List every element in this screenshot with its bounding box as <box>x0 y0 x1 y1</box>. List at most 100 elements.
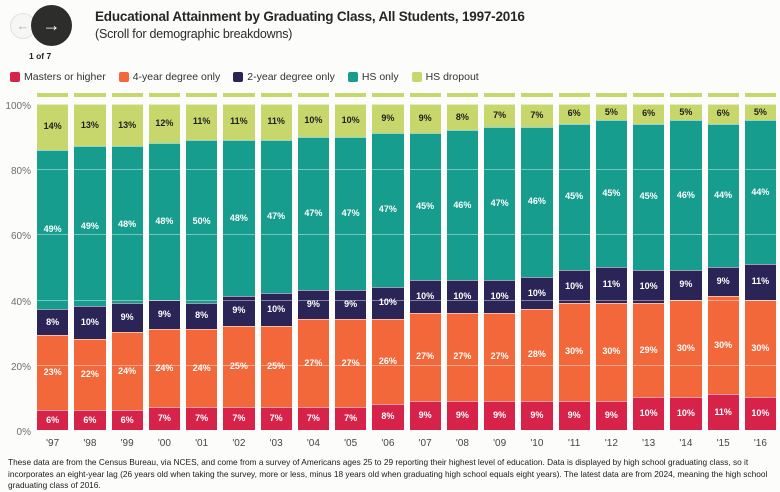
bar-segment[interactable]: 7% <box>297 407 329 430</box>
bar-segment[interactable]: 6% <box>558 104 590 124</box>
legend-item[interactable]: HS dropout <box>411 71 479 83</box>
bar-segment[interactable]: 9% <box>335 289 367 320</box>
bar-segment[interactable]: 10% <box>446 280 478 313</box>
bar-segment[interactable]: 10% <box>297 104 329 137</box>
bar-segment[interactable]: 24% <box>111 332 143 411</box>
bar-segment[interactable]: 10% <box>558 270 590 303</box>
bar-segment[interactable]: 30% <box>595 302 627 401</box>
bar-segment[interactable]: 6% <box>633 104 665 124</box>
bar-segment[interactable]: 5% <box>670 104 702 121</box>
bar-segment[interactable]: 8% <box>186 302 218 329</box>
bar-segment[interactable]: 10% <box>670 397 702 430</box>
bar-segment[interactable]: 44% <box>744 120 776 264</box>
bar-segment[interactable]: 48% <box>148 143 180 300</box>
bar-segment[interactable]: 10% <box>260 293 292 326</box>
bar-segment[interactable]: 10% <box>744 397 776 430</box>
bar-segment[interactable]: 9% <box>297 289 329 320</box>
bar-segment[interactable]: 6% <box>707 104 739 124</box>
bar-segment[interactable]: 50% <box>186 139 218 303</box>
bar-segment[interactable]: 10% <box>521 276 553 310</box>
bar-segment[interactable]: 47% <box>372 133 404 287</box>
bar-segment[interactable]: 49% <box>37 149 69 310</box>
bar-segment[interactable]: 9% <box>409 104 441 134</box>
bar-segment[interactable]: 29% <box>633 302 665 398</box>
bar-segment[interactable]: 11% <box>595 266 627 303</box>
bar-segment[interactable]: 10% <box>372 286 404 320</box>
bar-segment[interactable]: 25% <box>260 325 292 408</box>
bar-segment[interactable]: 11% <box>744 263 776 300</box>
bar-segment[interactable]: 9% <box>223 296 255 326</box>
bar-segment[interactable]: 45% <box>633 123 665 271</box>
bar-segment[interactable]: 5% <box>744 104 776 121</box>
bar-segment[interactable]: 6% <box>37 410 69 430</box>
bar-segment[interactable]: 47% <box>297 136 329 290</box>
bar-segment[interactable]: 12% <box>148 104 180 144</box>
bar-segment[interactable]: 45% <box>595 120 627 267</box>
bar-segment[interactable]: 24% <box>148 328 180 408</box>
bar-segment[interactable]: 10% <box>484 280 516 313</box>
bar-segment[interactable]: 11% <box>223 104 255 140</box>
legend-item[interactable]: 2-year degree only <box>233 71 335 83</box>
bar-segment[interactable]: 9% <box>670 270 702 300</box>
bar-segment[interactable]: 45% <box>558 123 590 271</box>
legend-item[interactable]: 4-year degree only <box>118 71 220 83</box>
bar-segment[interactable]: 10% <box>74 306 106 339</box>
bar-segment[interactable]: 9% <box>111 302 143 333</box>
bar-segment[interactable]: 10% <box>335 104 367 137</box>
bar-segment[interactable]: 9% <box>409 400 441 430</box>
bar-segment[interactable]: 8% <box>446 104 478 131</box>
bar-segment[interactable]: 28% <box>521 309 553 401</box>
bar-segment[interactable]: 27% <box>335 319 367 408</box>
bar-segment[interactable]: 11% <box>707 394 739 430</box>
bar-segment[interactable]: 6% <box>74 410 106 430</box>
bar-segment[interactable]: 46% <box>670 120 702 271</box>
bar-segment[interactable]: 47% <box>260 139 292 294</box>
bar-segment[interactable]: 22% <box>74 338 106 411</box>
bar-segment[interactable]: 27% <box>484 312 516 401</box>
bar-segment[interactable]: 26% <box>372 319 404 404</box>
bar-segment[interactable]: 10% <box>633 397 665 430</box>
bar-segment[interactable]: 8% <box>37 309 69 336</box>
bar-segment[interactable]: 7% <box>521 104 553 127</box>
bar-segment[interactable]: 30% <box>707 296 739 395</box>
bar-segment[interactable]: 27% <box>297 319 329 408</box>
bar-segment[interactable]: 9% <box>372 104 404 134</box>
bar-segment[interactable]: 9% <box>558 400 590 430</box>
bar-segment[interactable]: 7% <box>335 407 367 430</box>
bar-segment[interactable]: 7% <box>186 407 218 430</box>
bar-segment[interactable]: 9% <box>595 400 627 430</box>
bar-segment[interactable]: 48% <box>111 146 143 303</box>
bar-segment[interactable]: 7% <box>260 407 292 430</box>
bar-segment[interactable]: 9% <box>484 400 516 430</box>
legend-item[interactable]: Masters or higher <box>10 71 106 83</box>
bar-segment[interactable]: 49% <box>74 146 106 307</box>
bar-segment[interactable]: 8% <box>372 403 404 430</box>
bar-segment[interactable]: 14% <box>37 104 69 150</box>
bar-segment[interactable]: 48% <box>223 139 255 297</box>
legend-item[interactable]: HS only <box>347 71 399 83</box>
bar-segment[interactable]: 11% <box>260 104 292 140</box>
bar-segment[interactable]: 47% <box>484 126 516 281</box>
bar-segment[interactable]: 46% <box>521 126 553 277</box>
bar-segment[interactable]: 6% <box>111 410 143 430</box>
bar-segment[interactable]: 27% <box>446 312 478 401</box>
bar-segment[interactable]: 24% <box>186 328 218 408</box>
bar-segment[interactable]: 30% <box>558 302 590 401</box>
bar-segment[interactable]: 10% <box>409 280 441 313</box>
bar-segment[interactable]: 30% <box>670 299 702 398</box>
bar-segment[interactable]: 23% <box>37 335 69 411</box>
bar-segment[interactable]: 13% <box>111 104 143 147</box>
bar-segment[interactable]: 7% <box>223 407 255 430</box>
bar-segment[interactable]: 46% <box>446 130 478 281</box>
bar-segment[interactable]: 9% <box>707 266 739 297</box>
bar-segment[interactable]: 7% <box>484 104 516 127</box>
bar-segment[interactable]: 9% <box>148 299 180 329</box>
bar-segment[interactable]: 7% <box>148 407 180 430</box>
bar-segment[interactable]: 10% <box>633 270 665 303</box>
next-slide-button[interactable]: → <box>31 5 72 46</box>
bar-segment[interactable]: 44% <box>707 123 739 267</box>
bar-segment[interactable]: 9% <box>521 400 553 430</box>
bar-segment[interactable]: 9% <box>446 400 478 430</box>
bar-segment[interactable]: 25% <box>223 325 255 408</box>
bar-segment[interactable]: 47% <box>335 136 367 290</box>
